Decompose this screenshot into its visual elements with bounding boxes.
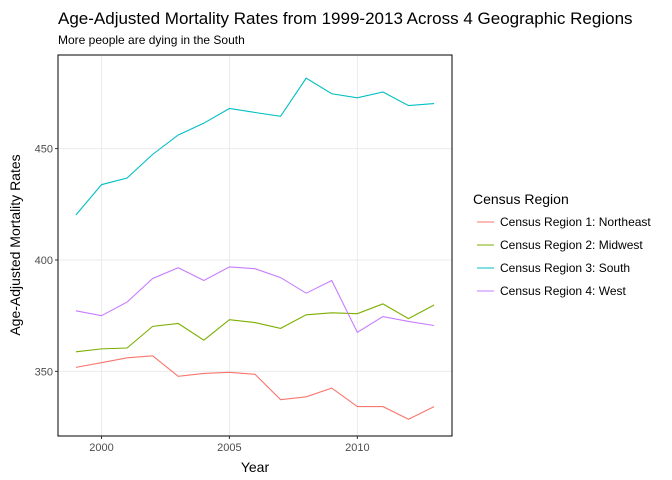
legend-label: Census Region 4: West — [500, 284, 627, 298]
x-axis-label: Year — [241, 459, 270, 475]
y-tick-label: 400 — [35, 255, 53, 267]
series-line — [75, 303, 435, 353]
x-tick-label: 2010 — [345, 442, 369, 454]
y-tick-label: 450 — [35, 144, 53, 156]
y-tick-label: 350 — [35, 366, 53, 378]
chart-subtitle: More people are dying in the South — [58, 33, 245, 47]
chart-title: Age-Adjusted Mortality Rates from 1999-2… — [58, 9, 633, 28]
panel-border — [57, 54, 453, 437]
legend-label: Census Region 3: South — [500, 261, 630, 275]
series-line — [75, 77, 435, 216]
x-tick-label: 2000 — [89, 442, 113, 454]
y-axis-label: Age-Adjusted Mortality Rates — [7, 154, 23, 335]
legend-title: Census Region — [473, 191, 569, 207]
series-line — [75, 355, 435, 420]
legend-label: Census Region 2: Midwest — [500, 238, 643, 252]
series-line — [75, 266, 435, 334]
legend-label: Census Region 1: Northeast — [500, 215, 651, 229]
x-tick-label: 2005 — [217, 442, 241, 454]
